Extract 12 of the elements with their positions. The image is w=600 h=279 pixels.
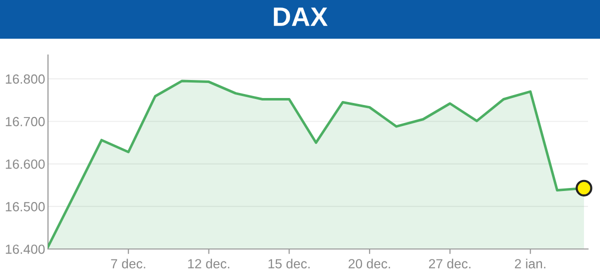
x-tick-label: 20 dec. — [348, 258, 390, 268]
x-tick-label: 2 ian. — [514, 258, 546, 268]
x-tick-label: 12 dec. — [188, 258, 230, 268]
x-tick-label: 27 dec. — [429, 258, 470, 268]
x-tick-label: 15 dec. — [268, 258, 310, 268]
chart-title: DAX — [274, 8, 328, 26]
x-tick-label: 7 dec. — [111, 258, 146, 268]
y-tick-label: 16.800 — [6, 74, 45, 84]
y-tick-label: 16.400 — [6, 244, 45, 254]
y-tick-label: 16.600 — [6, 159, 45, 169]
y-tick-label: 16.500 — [6, 202, 45, 212]
y-tick-label: 16.700 — [6, 116, 45, 126]
